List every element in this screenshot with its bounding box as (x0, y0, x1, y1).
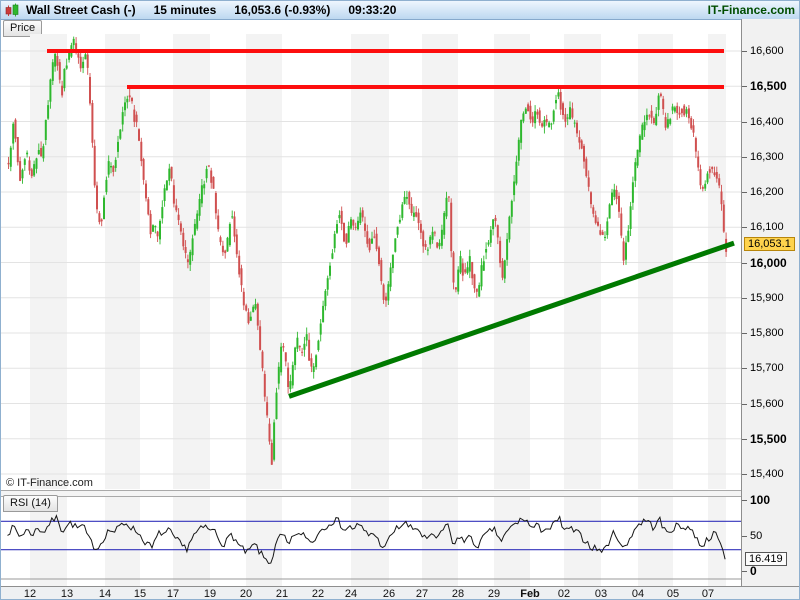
price-16100-tick (742, 227, 747, 228)
price-16300-label: 16,300 (750, 151, 784, 163)
time-label-15: 15 (133, 588, 147, 600)
price-16000-label: 16,000 (750, 256, 787, 270)
price-15600-tick (742, 404, 747, 405)
brand-label: IT-Finance.com (707, 3, 795, 17)
price-16300-tick (742, 157, 747, 158)
rsi-value-tag: 16.419 (745, 552, 787, 566)
price-15800-tick (742, 333, 747, 334)
time-axis[interactable]: 12 13 14 15 17 19 20 21 22 24 26 27 28 29 Feb 02 03 04 05 0… (1, 586, 799, 600)
candlestick-icon (5, 3, 19, 17)
time-label-03: 03 (594, 588, 608, 600)
tab-rsi-indicator[interactable]: RSI (14) (3, 495, 58, 512)
panel-splitter[interactable] (1, 490, 741, 497)
price-16500-tick (742, 86, 747, 87)
time-label-13: 13 (60, 588, 74, 600)
rsi-chart-canvas[interactable] (1, 493, 741, 586)
price-15500-label: 15,500 (750, 432, 787, 446)
price-15900-tick (742, 298, 747, 299)
time-label-02: 02 (557, 588, 571, 600)
time-label-12: 12 (23, 588, 37, 600)
price-16200-tick (742, 192, 747, 193)
price-16400-label: 16,400 (750, 116, 784, 128)
price-15500-tick (742, 439, 747, 440)
rsi-0-tick (742, 571, 747, 572)
rsi-100-tick (742, 500, 747, 501)
price-15800-label: 15,800 (750, 327, 784, 339)
last-price-tag: 16,053.1 (744, 237, 795, 251)
chart-header: Wall Street Cash (-) 15 minutes 16,053.6… (1, 1, 799, 20)
time-label-19: 19 (203, 588, 217, 600)
time-label-05: 05 (666, 588, 680, 600)
timeframe-label: 15 minutes (153, 3, 217, 17)
time-label-17: 17 (166, 588, 180, 600)
time-label-22: 22 (311, 588, 325, 600)
time-label-21: 21 (275, 588, 289, 600)
price-15600-label: 15,600 (750, 398, 784, 410)
price-15700-tick (742, 368, 747, 369)
price-15400-tick (742, 474, 747, 475)
time-label-14: 14 (98, 588, 112, 600)
time-label-27: 27 (415, 588, 429, 600)
quote-change-label: 16,053.6 (-0.93%) (234, 3, 331, 17)
tab-price[interactable]: Price (3, 20, 43, 37)
clock-label: 09:33:20 (348, 3, 397, 17)
price-axis[interactable]: 16,053.1 16.419 16,600 16,500 16,400 16,300… (741, 19, 799, 586)
price-16200-label: 16,200 (750, 186, 784, 198)
rsi-100-label: 100 (750, 493, 771, 507)
time-label-20: 20 (239, 588, 253, 600)
price-16000-tick (742, 263, 747, 264)
price-16600-label: 16,600 (750, 45, 784, 57)
price-16400-tick (742, 122, 747, 123)
rsi-50-label: 50 (750, 530, 763, 542)
price-16100-label: 16,100 (750, 221, 784, 233)
price-15900-label: 15,900 (750, 292, 784, 304)
time-label-24: 24 (344, 588, 358, 600)
time-label-26: 26 (382, 588, 396, 600)
rsi-0-label: 0 (750, 564, 757, 578)
instrument-title: Wall Street Cash (-) (26, 3, 136, 17)
time-label-28: 28 (451, 588, 465, 600)
time-label-feb: Feb (520, 588, 540, 600)
time-label-07: 07 (701, 588, 715, 600)
price-16600-tick (742, 51, 747, 52)
price-15400-label: 15,400 (750, 468, 784, 480)
price-chart-canvas[interactable] (1, 34, 741, 489)
rsi-50-tick (742, 536, 747, 537)
price-15700-label: 15,700 (750, 362, 784, 374)
time-label-04: 04 (631, 588, 645, 600)
time-label-29: 29 (487, 588, 501, 600)
price-16500-label: 16,500 (750, 79, 787, 93)
copyright-label: © IT-Finance.com (6, 477, 93, 489)
